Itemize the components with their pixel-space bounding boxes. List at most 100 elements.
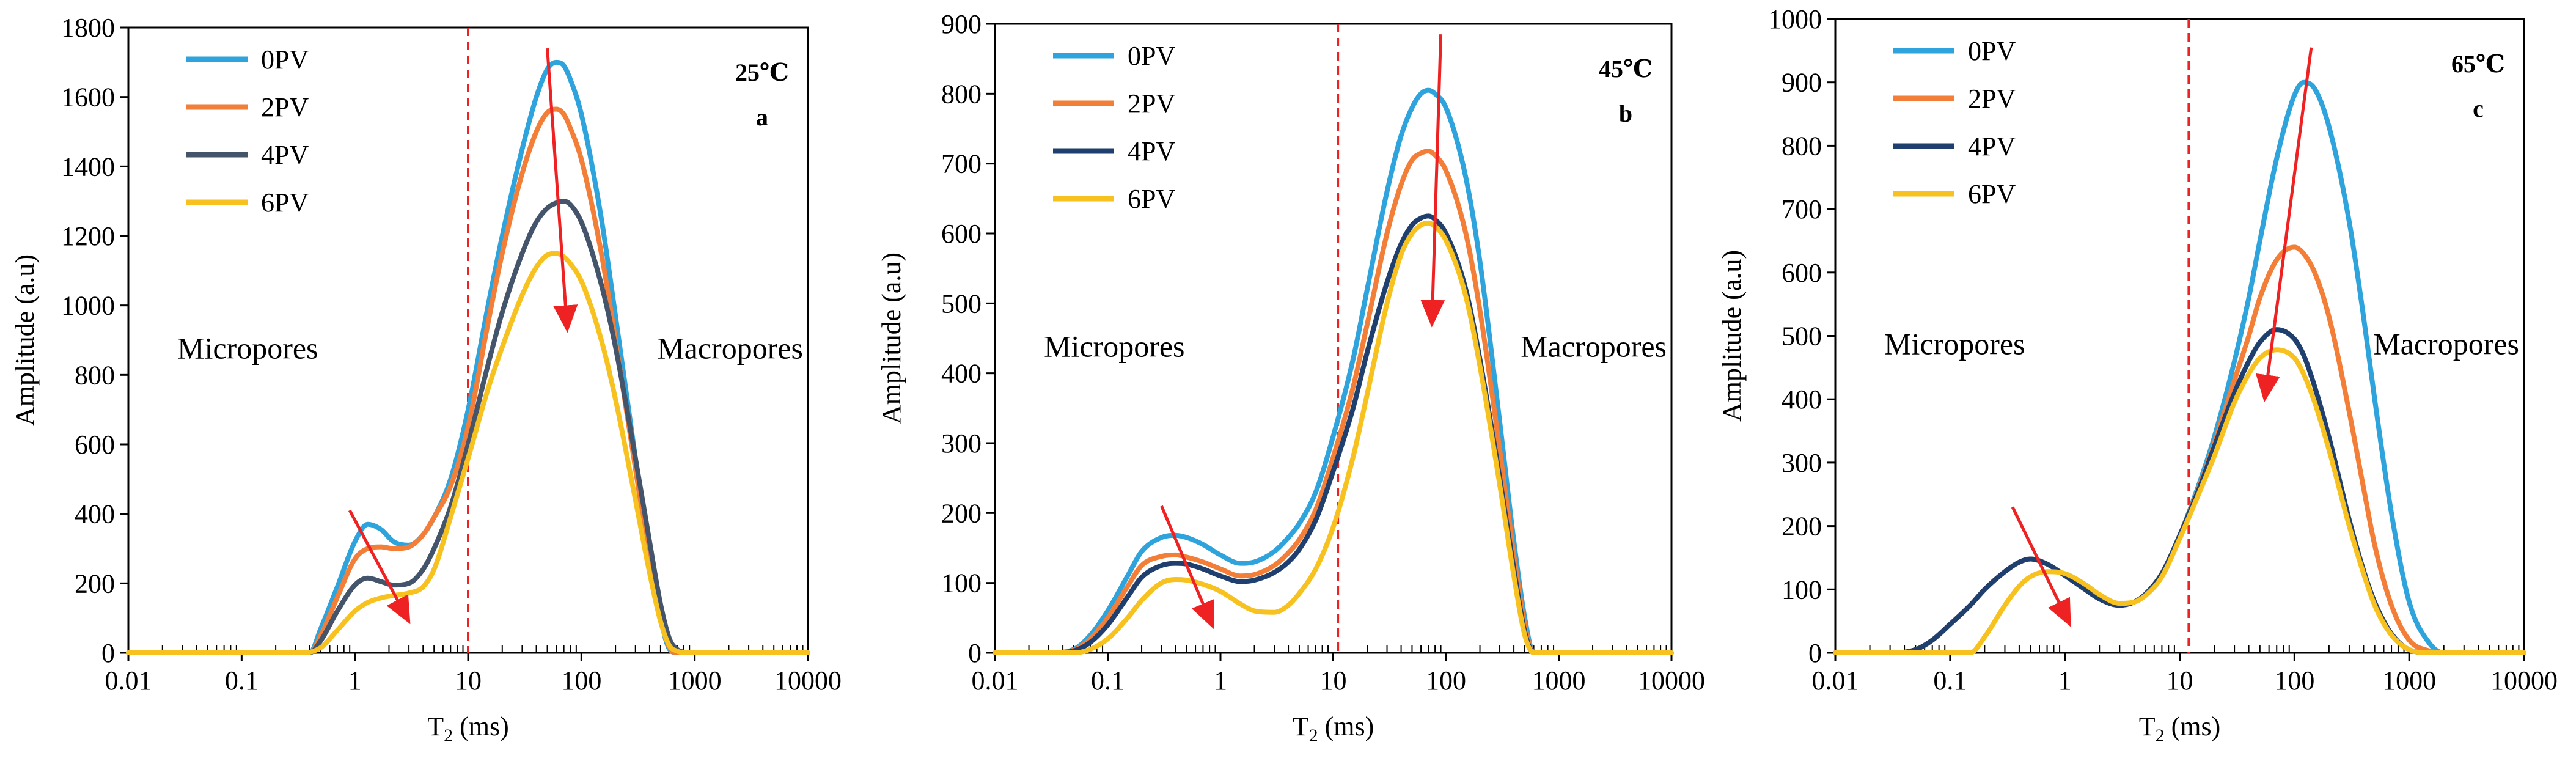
y-tick-label: 0 [101,638,115,668]
chart-panel-a: 0.01 0.1 1 10 100 1000 10000 0 200 400 600 800 1000 1… [10,13,842,746]
x-tick-label: 10000 [774,666,842,696]
x-axis-label: T2 (ms) [2139,711,2221,746]
trend-arrow [546,48,578,333]
legend-label: 4PV [1128,136,1175,166]
x-tick-label: 100 [2274,666,2314,696]
panel-letter: a [756,103,768,131]
y-axis-label: Amplitude (a.u) [876,252,906,424]
y-tick-label: 1800 [61,13,115,43]
series-line-2PV [126,106,810,656]
trend-arrow [2011,506,2071,627]
y-tick-label: 400 [941,359,982,389]
x-tick-label: 1 [348,666,362,696]
y-tick-label: 800 [75,360,115,390]
y-tick-label: 1000 [1768,4,1822,34]
y-tick-label: 1400 [61,152,115,182]
x-tick-label: 10 [1320,666,1347,696]
y-tick-label: 900 [941,9,982,39]
legend-label: 2PV [1968,84,2016,114]
legend-label: 4PV [261,140,309,170]
y-tick-label: 600 [941,219,982,249]
x-axis-label: T2 (ms) [427,711,509,746]
temperature-label: 25℃ [735,59,789,86]
legend-label: 4PV [1968,131,2016,161]
macropores-label: Macropores [2373,327,2519,361]
x-axis-label-unit: (ms) [453,711,509,741]
y-tick-label: 900 [1782,68,1822,98]
y-axis-label: Amplitude (a.u) [10,254,40,426]
legend-label: 6PV [1968,179,2016,209]
y-tick-label: 700 [941,149,982,179]
series-line-0PV [993,87,1674,656]
x-tick-label: 1000 [668,666,722,696]
micropores-label: Micropores [1044,329,1185,364]
macropores-label: Macropores [657,331,803,366]
x-axis-label-main: T [427,711,444,741]
x-tick-label: 10000 [1638,666,1705,696]
x-tick-label: 1 [2058,666,2072,696]
y-tick-label: 100 [941,568,982,598]
x-tick-label: 0.1 [1933,666,1967,696]
series-line-6PV [993,220,1674,656]
y-tick-label: 400 [1782,384,1822,414]
y-tick-label: 300 [941,428,982,458]
series-line-2PV [1833,244,2526,656]
series-line-6PV [126,251,810,656]
y-tick-label: 200 [1782,512,1822,542]
x-tick-label: 1000 [2382,666,2436,696]
series-line-0PV [1833,79,2526,656]
macropores-label: Macropores [1521,329,1667,364]
x-axis-label-subscript: 2 [1309,726,1318,746]
y-tick-label: 500 [941,289,982,318]
x-axis-label-main: T [2139,711,2156,741]
y-tick-label: 700 [1782,194,1822,224]
x-tick-label: 0.01 [105,666,152,696]
x-tick-label: 10 [2167,666,2193,696]
y-tick-label: 800 [1782,131,1822,161]
trend-arrow [348,509,411,625]
y-tick-label: 0 [1808,638,1822,668]
legend-label: 6PV [1128,184,1175,214]
x-axis-label-unit: (ms) [1318,711,1374,741]
legend-label: 6PV [261,188,309,218]
x-axis-label-subscript: 2 [444,726,453,746]
y-tick-label: 0 [968,638,982,668]
x-axis-label-unit: (ms) [2165,711,2221,741]
y-tick-label: 1600 [61,83,115,112]
x-tick-label: 1 [1214,666,1227,696]
x-axis-label: T2 (ms) [1293,711,1374,746]
legend-label: 2PV [1128,89,1175,119]
legend-label: 2PV [261,92,309,122]
legend-label: 0PV [261,45,309,75]
x-tick-label: 10000 [2490,666,2558,696]
series-line-6PV [1833,347,2526,656]
temperature-label: 65℃ [2451,50,2505,78]
y-tick-label: 800 [941,79,982,109]
y-tick-label: 600 [1782,258,1822,288]
series-line-4PV [126,199,810,656]
x-tick-label: 10 [455,666,482,696]
trend-arrow [2255,47,2313,403]
trend-arrow [1160,505,1214,630]
temperature-label: 45℃ [1599,55,1653,83]
chart-panel-b: 0.01 0.1 1 10 100 1000 10000 0 100 200 300 400 500 60… [876,9,1705,746]
y-tick-label: 400 [75,499,115,529]
y-tick-label: 200 [941,498,982,528]
y-axis-label: Amplitude (a.u) [1717,250,1747,422]
micropores-label: Micropores [177,331,318,366]
y-tick-label: 300 [1782,448,1822,478]
x-tick-label: 0.01 [972,666,1019,696]
x-axis-label-main: T [1293,711,1309,741]
y-tick-label: 500 [1782,322,1822,351]
x-tick-label: 1000 [1532,666,1586,696]
x-tick-label: 100 [1426,666,1466,696]
y-tick-label: 200 [75,568,115,598]
chart-panel-c: 0.01 0.1 1 10 100 1000 10000 0 100 200 300 400 500 60… [1717,4,2558,746]
x-tick-label: 0.1 [1091,666,1125,696]
legend-label: 0PV [1968,36,2016,66]
panel-letter: b [1619,100,1632,127]
x-axis-label-subscript: 2 [2156,726,2165,746]
y-tick-label: 100 [1782,575,1822,605]
x-tick-label: 0.01 [1812,666,1859,696]
